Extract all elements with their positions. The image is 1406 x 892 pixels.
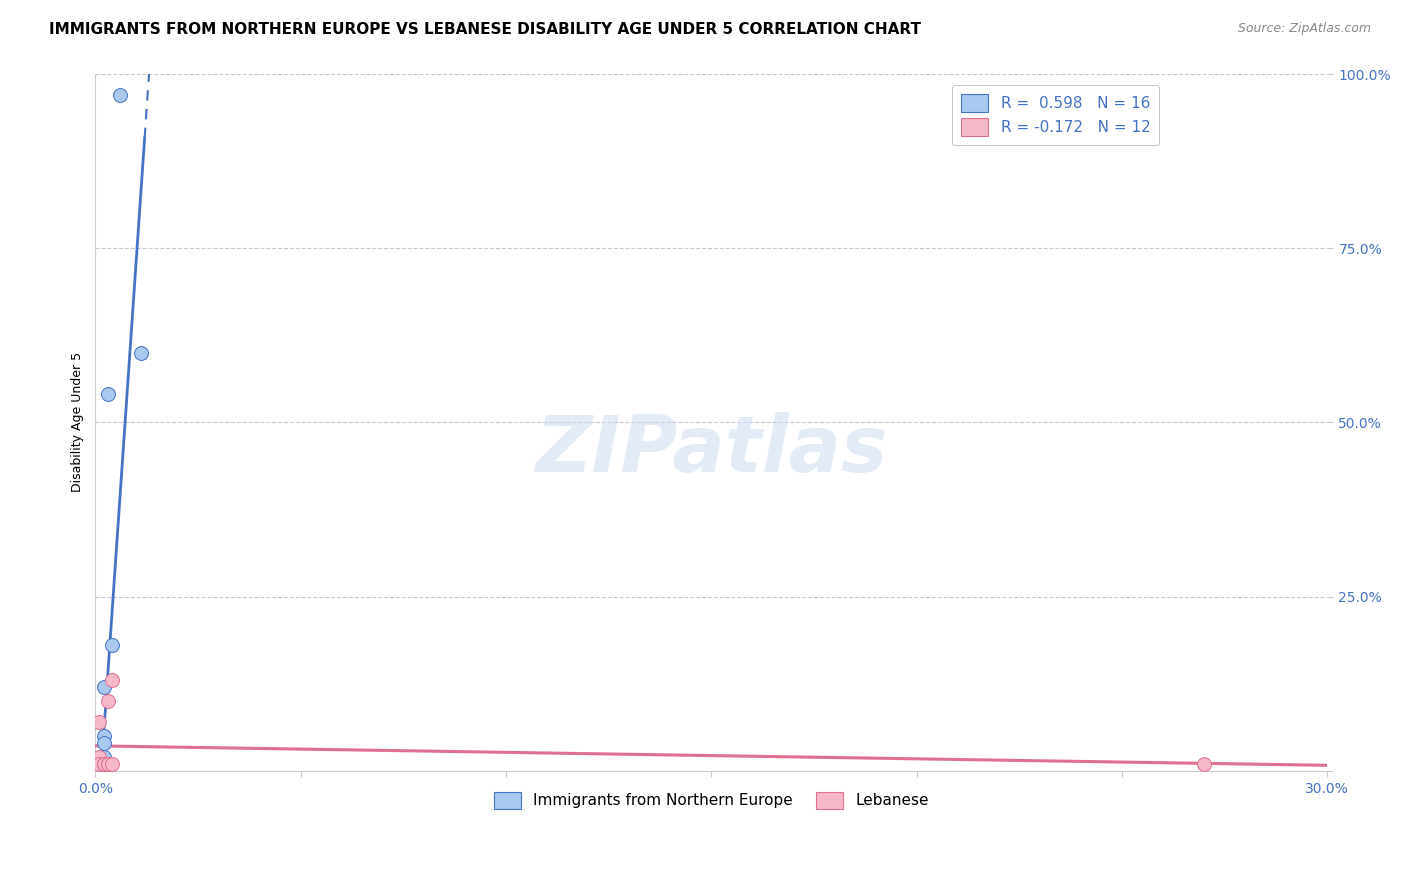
Point xyxy=(97,756,120,771)
Point xyxy=(93,680,115,694)
Point xyxy=(97,387,120,401)
Point xyxy=(97,694,120,708)
Point xyxy=(108,87,131,102)
Point xyxy=(89,714,111,729)
Point xyxy=(89,749,111,764)
Text: Source: ZipAtlas.com: Source: ZipAtlas.com xyxy=(1237,22,1371,36)
Point xyxy=(93,736,115,750)
Legend: Immigrants from Northern Europe, Lebanese: Immigrants from Northern Europe, Lebanes… xyxy=(488,786,935,815)
Text: ZIPatlas: ZIPatlas xyxy=(536,412,887,488)
Point xyxy=(100,756,122,771)
Point xyxy=(89,756,111,771)
Point xyxy=(1192,756,1215,771)
Point xyxy=(100,673,122,687)
Point xyxy=(93,756,115,771)
Point xyxy=(97,756,120,771)
Point xyxy=(97,756,120,771)
Point xyxy=(97,756,120,771)
Point xyxy=(97,756,120,771)
Text: IMMIGRANTS FROM NORTHERN EUROPE VS LEBANESE DISABILITY AGE UNDER 5 CORRELATION C: IMMIGRANTS FROM NORTHERN EUROPE VS LEBAN… xyxy=(49,22,921,37)
Point xyxy=(93,756,115,771)
Point xyxy=(100,638,122,652)
Point xyxy=(97,756,120,771)
Point xyxy=(97,756,120,771)
Point xyxy=(93,756,115,771)
Point xyxy=(93,756,115,771)
Point xyxy=(93,729,115,743)
Point xyxy=(97,756,120,771)
Y-axis label: Disability Age Under 5: Disability Age Under 5 xyxy=(72,352,84,492)
Point xyxy=(93,749,115,764)
Point xyxy=(93,756,115,771)
Point xyxy=(129,345,152,359)
